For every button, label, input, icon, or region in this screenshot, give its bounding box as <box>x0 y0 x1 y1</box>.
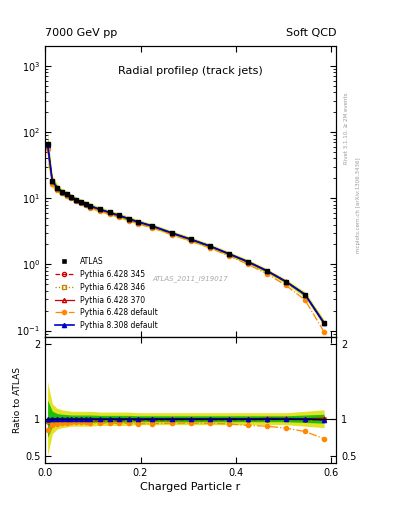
Y-axis label: Ratio to ATLAS: Ratio to ATLAS <box>13 367 22 433</box>
Text: Soft QCD: Soft QCD <box>286 28 336 38</box>
Text: Rivet 3.1.10, ≥ 2M events: Rivet 3.1.10, ≥ 2M events <box>344 92 349 164</box>
Text: Radial profileρ (track jets): Radial profileρ (track jets) <box>118 67 263 76</box>
X-axis label: Charged Particle r: Charged Particle r <box>140 482 241 493</box>
Legend: ATLAS, Pythia 6.428 345, Pythia 6.428 346, Pythia 6.428 370, Pythia 6.428 defaul: ATLAS, Pythia 6.428 345, Pythia 6.428 34… <box>55 257 158 330</box>
Text: 7000 GeV pp: 7000 GeV pp <box>45 28 118 38</box>
Text: mcplots.cern.ch [arXiv:1306.3436]: mcplots.cern.ch [arXiv:1306.3436] <box>356 157 361 252</box>
Text: ATLAS_2011_I919017: ATLAS_2011_I919017 <box>153 275 228 282</box>
